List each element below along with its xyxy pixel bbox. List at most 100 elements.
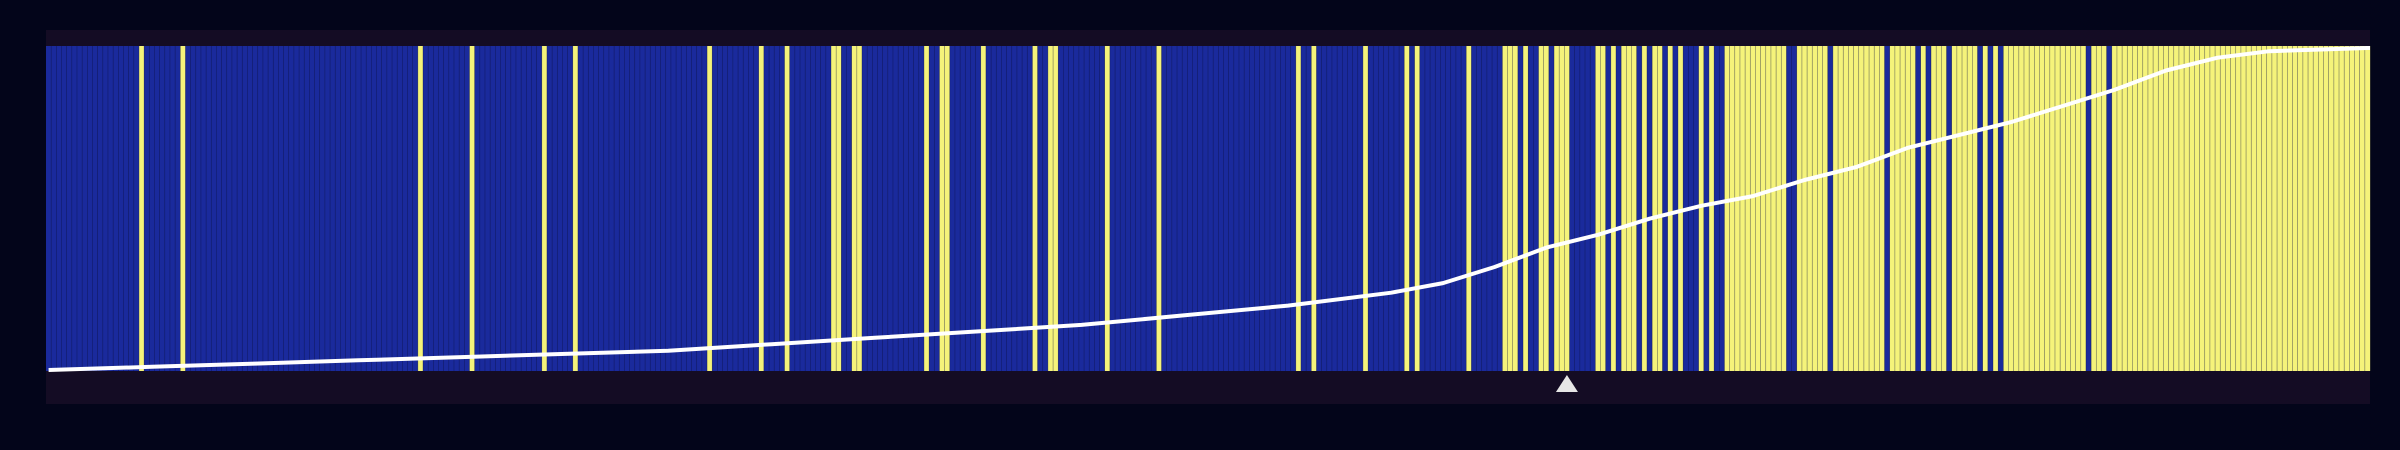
bar-negative [118, 46, 124, 371]
bar-negative [1461, 46, 1467, 371]
bar-positive [1936, 46, 1942, 371]
bar-positive [1801, 46, 1808, 371]
bar-negative [1244, 46, 1250, 371]
bar-negative [1187, 46, 1193, 371]
cumulative-curve [48, 46, 2370, 372]
bar-negative [1409, 46, 1415, 371]
bar-negative [355, 46, 362, 371]
bar-negative [670, 46, 677, 371]
bar-positive [1734, 46, 1741, 371]
bar-positive [980, 46, 987, 371]
bar-positive [2292, 46, 2298, 371]
bar-negative [464, 46, 470, 371]
bar-negative [87, 46, 93, 371]
bar-positive [1554, 46, 1560, 371]
bar-positive [2256, 46, 2262, 371]
bar-negative [56, 46, 62, 371]
bar-positive [1910, 46, 1916, 371]
bar-negative [1517, 46, 1524, 371]
bar-negative [815, 46, 821, 371]
bar-negative [717, 46, 723, 371]
bar-negative [841, 46, 847, 371]
bar-negative [1254, 46, 1260, 371]
bar-positive [1760, 46, 1766, 371]
bar-negative [800, 46, 806, 371]
bar-negative [1337, 46, 1343, 371]
bar-negative [975, 46, 981, 371]
bar-negative [593, 46, 599, 371]
bar-negative [1430, 46, 1436, 371]
bar-negative [1001, 46, 1007, 371]
bar-negative [1269, 46, 1276, 371]
bar-positive [1967, 46, 1973, 371]
bar-positive [1564, 46, 1570, 371]
bar-negative [954, 46, 961, 371]
bar-negative [1399, 46, 1405, 371]
bar-negative [407, 46, 413, 371]
bar-negative [639, 46, 646, 371]
bar-negative [949, 46, 956, 371]
bar-negative [732, 46, 739, 371]
bar-negative [701, 46, 708, 371]
bar-negative [128, 46, 134, 371]
bar-negative [960, 46, 966, 371]
bar-positive [2034, 46, 2040, 371]
bar-negative [872, 46, 878, 371]
bar-positive [1104, 46, 1111, 371]
bar-positive [1972, 46, 1978, 371]
bar-negative [1528, 46, 1534, 371]
bar-negative [861, 46, 868, 371]
bar-positive [1739, 46, 1746, 371]
bar-negative [521, 46, 527, 371]
bar-negative [1306, 46, 1312, 371]
bar-negative [1089, 46, 1095, 371]
bar-negative [412, 46, 418, 371]
bar-negative [1646, 46, 1653, 371]
bar-negative [252, 46, 258, 371]
bar-negative [1486, 46, 1493, 371]
bar-negative [913, 46, 919, 371]
bar-negative [985, 46, 992, 371]
bar-positive [2008, 46, 2014, 371]
bar-positive [1621, 46, 1627, 371]
bar-negative [231, 46, 238, 371]
bar-negative [195, 46, 202, 371]
position-marker [1555, 375, 1578, 392]
bar-positive [2013, 46, 2019, 371]
bar-negative [113, 46, 119, 371]
bar-positive [1708, 46, 1715, 371]
bar-negative [1130, 46, 1136, 371]
bar-negative [1925, 46, 1932, 371]
bar-negative [887, 46, 894, 371]
bar-negative [1078, 46, 1085, 371]
bar-negative [1579, 46, 1586, 371]
bar-positive [1745, 46, 1751, 371]
bar-negative [1419, 46, 1426, 371]
bar-negative [769, 46, 775, 371]
bar-negative [1109, 46, 1116, 371]
bar-positive [1931, 46, 1937, 371]
bar-negative [51, 46, 57, 371]
bar-negative [1259, 46, 1265, 371]
bar-negative [433, 46, 439, 371]
bar-negative [655, 46, 661, 371]
bar-positive [1600, 46, 1606, 371]
bar-negative [748, 46, 754, 371]
bar-negative [1977, 46, 1983, 371]
bar-negative [1058, 46, 1064, 371]
bar-positive [1631, 46, 1637, 371]
bar-negative [552, 46, 558, 371]
bar-negative [1884, 46, 1890, 371]
bar-negative [970, 46, 976, 371]
bar-positive [2158, 46, 2164, 371]
bar-positive [2184, 46, 2190, 371]
bar-negative [794, 46, 801, 371]
bar-positive [2339, 46, 2345, 371]
bar-positive [1770, 46, 1777, 371]
bar-positive [1956, 46, 1963, 371]
bar-negative [681, 46, 687, 371]
bar-negative [1662, 46, 1668, 371]
bar-negative [102, 46, 109, 371]
bar-positive [1595, 46, 1601, 371]
